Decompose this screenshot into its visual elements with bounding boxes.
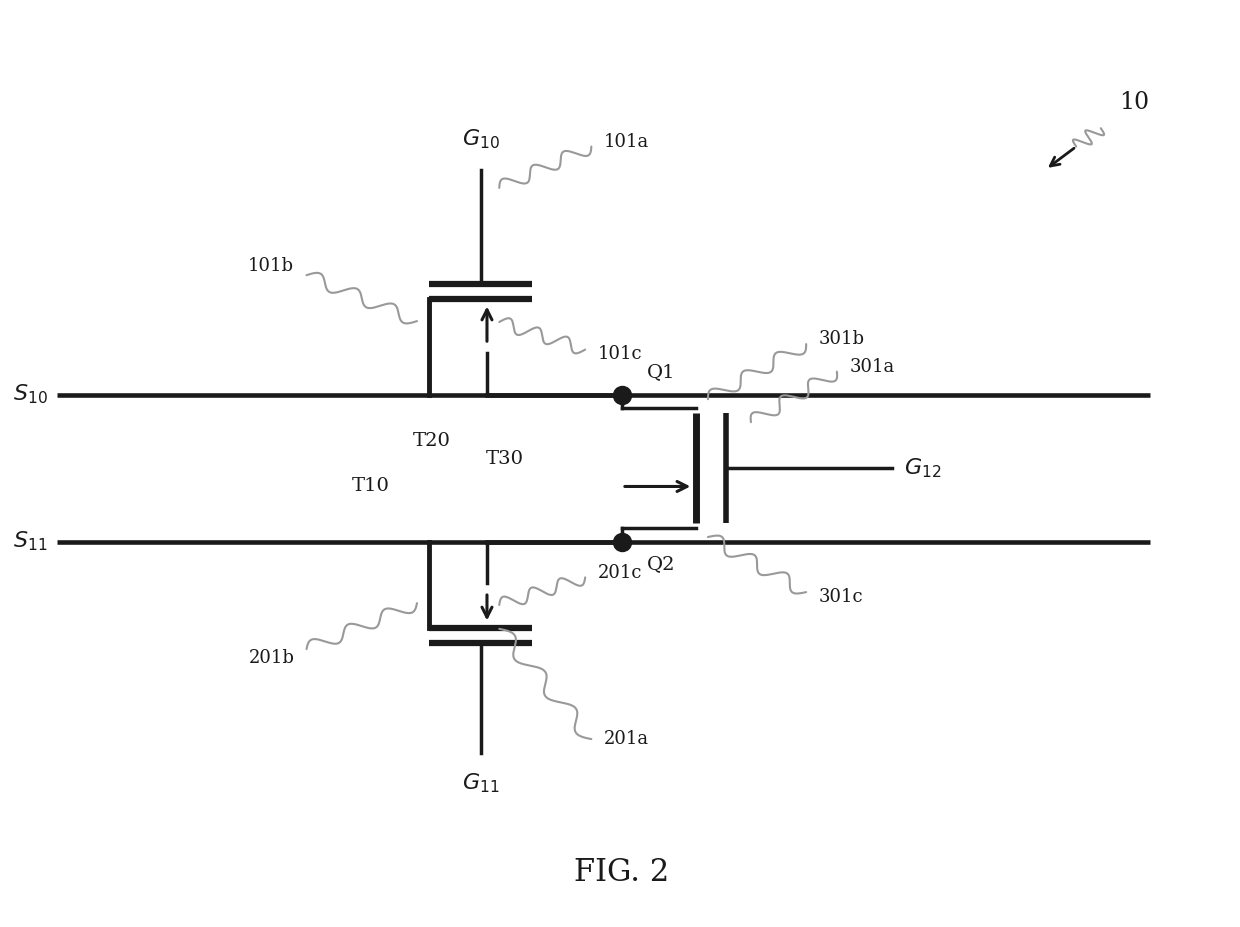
Text: 301b: 301b	[818, 331, 864, 349]
Text: 101a: 101a	[604, 133, 649, 151]
Text: FIG. 2: FIG. 2	[574, 857, 670, 888]
Text: Q1: Q1	[646, 362, 675, 381]
Text: 201b: 201b	[248, 649, 294, 667]
Text: $G_{12}$: $G_{12}$	[904, 456, 941, 480]
Text: 301a: 301a	[849, 358, 894, 376]
Text: 201a: 201a	[604, 730, 649, 748]
Text: 201c: 201c	[598, 564, 642, 582]
Text: $S_{10}$: $S_{10}$	[12, 383, 47, 406]
Text: T20: T20	[413, 432, 450, 450]
Text: $S_{11}$: $S_{11}$	[14, 530, 47, 553]
Text: 10: 10	[1120, 92, 1149, 114]
Text: 101c: 101c	[598, 345, 642, 363]
Text: 301c: 301c	[818, 588, 863, 605]
Text: T10: T10	[351, 477, 389, 495]
Text: $G_{10}$: $G_{10}$	[461, 128, 500, 151]
Text: $G_{11}$: $G_{11}$	[463, 771, 500, 794]
Text: T30: T30	[486, 450, 523, 468]
Text: Q2: Q2	[646, 555, 675, 574]
Text: 101b: 101b	[248, 257, 294, 275]
